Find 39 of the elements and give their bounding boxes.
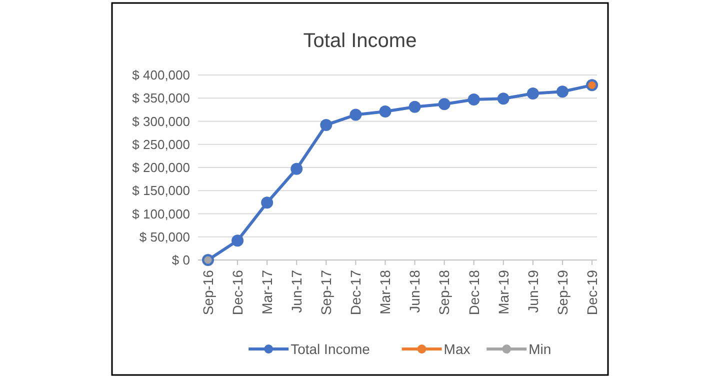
point: [350, 108, 362, 121]
x-tick-label: Mar-17: [258, 270, 275, 314]
y-tick-label: $ 0: [172, 252, 190, 268]
y-tick-label: $ 200,000: [132, 160, 190, 176]
point: [438, 98, 450, 110]
point: [261, 196, 274, 209]
x-tick-label: Dec-17: [348, 270, 364, 316]
x-tick-label: Sep-19: [554, 270, 570, 316]
point: [468, 94, 480, 106]
x-tick-label: Mar-18: [377, 270, 394, 314]
x-tick-label: Sep-18: [436, 270, 452, 316]
point: [232, 234, 244, 247]
legend-label: Max: [444, 340, 470, 357]
y-tick-label: $ 100,000: [132, 206, 190, 222]
y-tick-label: $ 50,000: [139, 229, 190, 244]
y-tick-label: $ 300,000: [132, 114, 190, 129]
y-tick-label: $ 150,000: [132, 183, 190, 198]
point: [526, 88, 539, 100]
y-tick-label: $ 350,000: [132, 90, 190, 106]
point: [408, 100, 421, 113]
legend-label: Total Income: [290, 340, 370, 357]
x-tick-label: Dec-19: [584, 270, 600, 316]
point: [497, 92, 510, 105]
x-tick-label: Dec-18: [466, 270, 482, 316]
chart-title: Total Income: [303, 30, 417, 52]
point: [320, 118, 332, 131]
x-tick-label: Mar-19: [495, 270, 512, 314]
x-tick-label: Sep-17: [318, 270, 334, 316]
x-tick-label: Dec-16: [229, 270, 246, 316]
point: [556, 86, 568, 98]
point: [290, 162, 303, 175]
x-tick-label: Jun-18: [406, 270, 423, 313]
x-tick-label: Jun-17: [288, 270, 305, 313]
x-tick-label: Jun-19: [524, 270, 541, 313]
y-tick-label: $ 250,000: [132, 136, 190, 152]
point: [379, 106, 392, 118]
legend-label: Min: [528, 340, 552, 357]
x-tick-label: Sep-16: [200, 270, 216, 316]
y-tick-label: $ 400,000: [132, 68, 190, 83]
